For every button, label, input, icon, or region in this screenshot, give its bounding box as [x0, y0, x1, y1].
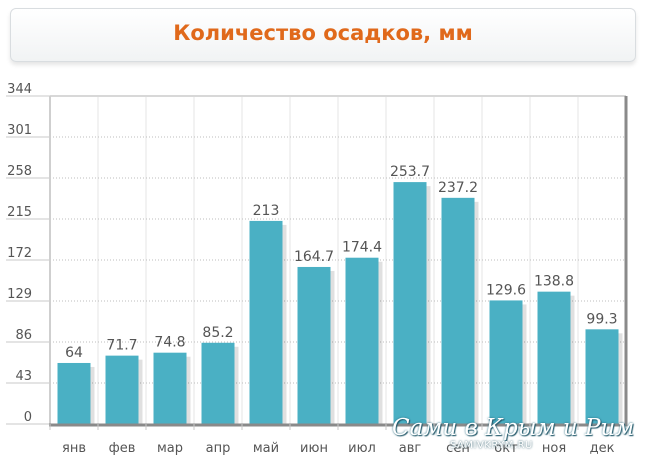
x-axis: янв фев мар апр май июн июл авг сен окт ноя дек [49, 95, 628, 456]
bar-июн [297, 266, 331, 424]
y-tick-label: 258 [7, 164, 32, 179]
y-tick-label: 215 [7, 205, 32, 220]
bar-окт [489, 300, 523, 424]
x-tick-label: авг [399, 441, 422, 456]
bar-янв [57, 362, 91, 424]
x-tick-label: окт [494, 441, 518, 456]
y-tick-label: 344 [7, 82, 32, 97]
bar-июл [345, 257, 379, 424]
bars [57, 182, 623, 424]
x-tick-label: фев [109, 441, 136, 456]
value-labels: 64 71.7 74.8 85.2 213 164.7 174.4 253.7 237.2 129… [65, 164, 618, 361]
bar-май [249, 220, 283, 424]
value-label: 99.3 [586, 311, 617, 327]
value-label: 64 [65, 345, 83, 361]
bar-апр [201, 342, 235, 424]
x-tick-label: июл [348, 441, 376, 456]
x-tick-label: май [253, 441, 279, 456]
grid-lines [50, 95, 626, 424]
value-label: 237.2 [438, 180, 478, 196]
y-tick-label: 0 [24, 410, 32, 425]
bar-ноя [537, 291, 571, 424]
value-label: 85.2 [202, 325, 233, 341]
y-tick-label: 172 [7, 246, 32, 261]
value-label: 74.8 [154, 335, 185, 351]
value-label: 129.6 [486, 282, 526, 298]
watermark-text: Сами в Крым и Рим [392, 415, 635, 441]
x-tick-label: апр [206, 441, 231, 456]
value-label: 164.7 [294, 249, 334, 265]
site-watermark: Сами в Крым и Рим SAMIVKRYM.RU [386, 412, 642, 452]
y-tick-label: 129 [7, 287, 32, 302]
chart-title-bar: Количество осадков, мм [10, 8, 636, 62]
x-tick-label: сен [446, 441, 470, 456]
value-label: 213 [253, 203, 280, 219]
y-axis: 0 43 86 129 172 215 258 301 344 [6, 82, 50, 425]
y-tick-label: 86 [15, 328, 32, 343]
value-label: 71.7 [106, 338, 137, 354]
value-label: 174.4 [342, 240, 382, 256]
bar-фев [105, 355, 139, 424]
bar-дек [585, 329, 619, 424]
x-tick-label: июн [300, 441, 328, 456]
watermark-url: SAMIVKRYM.RU [450, 440, 533, 451]
chart-title: Количество осадков, мм [173, 21, 473, 45]
x-tick-label: ноя [542, 441, 566, 456]
y-tick-label: 43 [15, 369, 32, 384]
x-tick-label: мар [157, 441, 183, 456]
value-label: 138.8 [534, 274, 574, 290]
x-tick-label: дек [590, 441, 615, 456]
bar-авг [393, 182, 427, 424]
bar-мар [153, 352, 187, 424]
x-tick-label: янв [62, 441, 86, 456]
y-tick-label: 301 [7, 123, 32, 138]
value-label: 253.7 [390, 164, 430, 180]
bar-сен [441, 197, 475, 424]
